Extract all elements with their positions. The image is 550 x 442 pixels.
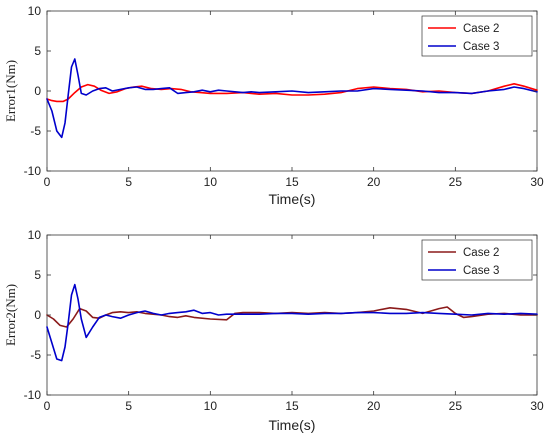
legend-label-case-3: Case 3 (463, 265, 499, 277)
y-tick-label: 5 (34, 268, 41, 282)
legend-label-case-2: Case 2 (463, 23, 499, 35)
series-line-case-2 (46, 306, 538, 328)
chart-panel-error1: 0 5 10 15 20 25 30 -10 -5 0 5 10 Time(s) Error1(Nm)… (3, 4, 544, 207)
legend-label-case-3: Case 3 (463, 41, 499, 53)
x-tick-label: 30 (530, 175, 544, 189)
x-tick-label: 25 (449, 175, 463, 189)
legend: Case 2 Case 3 (421, 239, 533, 281)
y-tick-label: 0 (34, 84, 41, 98)
x-tick-label: 15 (285, 175, 299, 189)
x-tick-label: 30 (530, 399, 544, 413)
x-tick-label: 5 (125, 399, 132, 413)
series-layer (46, 58, 538, 139)
x-axis-title: Time(s) (269, 191, 316, 207)
series-line-case-3 (46, 58, 538, 139)
x-tick-label: 15 (285, 399, 299, 413)
x-tick-label: 25 (449, 399, 463, 413)
x-tick-label: 20 (367, 175, 381, 189)
y-tick-label: -10 (24, 388, 42, 402)
legend: Case 2 Case 3 (421, 15, 533, 57)
y-axis-title: Error1(Nm) (3, 60, 18, 122)
legend-box (421, 239, 533, 281)
y-tick-label: 0 (34, 308, 41, 322)
x-tick-label: 20 (367, 399, 381, 413)
y-tick-label: -10 (24, 164, 42, 178)
series-line-case-2 (46, 83, 538, 103)
legend-box (421, 15, 533, 57)
series-layer (46, 283, 538, 362)
ticks-layer: 0 5 10 15 20 25 30 -10 -5 0 5 10 (24, 4, 544, 189)
x-tick-label: 10 (204, 399, 218, 413)
x-tick-label: 0 (44, 175, 51, 189)
ticks-layer: 0 5 10 15 20 25 30 -10 -5 0 5 10 (24, 228, 544, 413)
x-tick-label: 0 (44, 399, 51, 413)
chart-panel-error2: 0 5 10 15 20 25 30 -10 -5 0 5 10 Time(s) Error2(Nm)… (3, 228, 544, 433)
y-tick-label: 5 (34, 44, 41, 58)
y-tick-label: 10 (28, 228, 42, 242)
x-axis-title: Time(s) (269, 417, 316, 433)
x-tick-label: 5 (125, 175, 132, 189)
legend-label-case-2: Case 2 (463, 247, 499, 259)
series-line-case-3 (46, 283, 538, 362)
y-tick-label: 10 (28, 4, 42, 18)
y-axis-title: Error2(Nm) (3, 284, 18, 346)
y-tick-label: -5 (30, 348, 41, 362)
y-tick-label: -5 (30, 124, 41, 138)
x-tick-label: 10 (204, 175, 218, 189)
